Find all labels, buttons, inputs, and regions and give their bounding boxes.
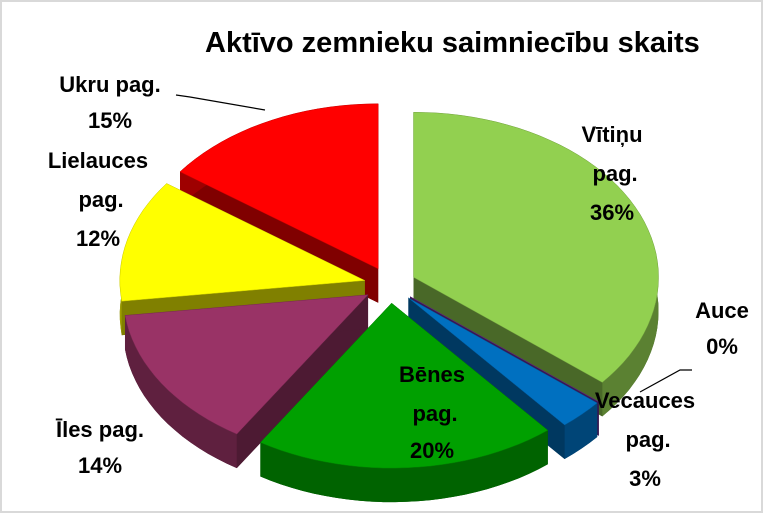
slice-wall bbox=[260, 430, 548, 503]
slice-side bbox=[236, 294, 369, 469]
slice-label: Vītiņu pag. bbox=[581, 122, 642, 186]
slice-value-label: 0% bbox=[706, 334, 738, 359]
slice-top bbox=[119, 183, 366, 302]
slice-top bbox=[124, 294, 369, 435]
slice-top bbox=[409, 296, 599, 403]
slice-value-label: 36% bbox=[590, 200, 634, 225]
slice-value-label: 12% bbox=[76, 226, 120, 251]
pie-slice bbox=[124, 294, 369, 469]
slice-wall bbox=[564, 403, 598, 459]
slice-top bbox=[408, 297, 598, 426]
slice-value-label: 14% bbox=[78, 453, 122, 478]
chart-title: Aktīvo zemnieku saimniecību skaits bbox=[205, 27, 700, 59]
leader-line bbox=[175, 94, 266, 111]
slice-value-label: 15% bbox=[88, 108, 132, 133]
slice-wall bbox=[125, 315, 237, 469]
pie-slice bbox=[259, 302, 549, 503]
slice-value-label: 3% bbox=[629, 466, 661, 491]
leader-line bbox=[639, 369, 692, 393]
slice-top bbox=[413, 112, 659, 383]
slice-top bbox=[259, 302, 549, 469]
slice-label: Īles pag. bbox=[55, 417, 144, 442]
slice-label: Auce bbox=[695, 298, 749, 323]
slice-label: Ukru pag. bbox=[59, 72, 160, 97]
slice-value-label: 20% bbox=[410, 438, 454, 463]
slice-label: Bēnes pag. bbox=[399, 362, 465, 426]
slice-top bbox=[179, 103, 379, 270]
pie-slice bbox=[413, 112, 659, 417]
slice-label: Lielauces pag. bbox=[48, 148, 148, 212]
slice-label: Vecauces pag. bbox=[595, 388, 695, 452]
